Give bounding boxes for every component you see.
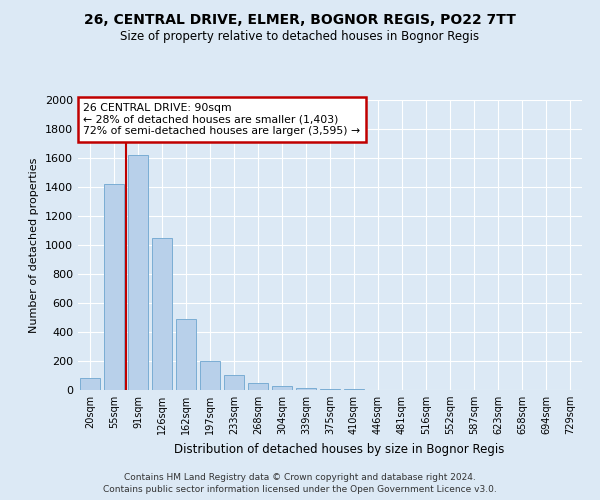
Text: 26 CENTRAL DRIVE: 90sqm
← 28% of detached houses are smaller (1,403)
72% of semi: 26 CENTRAL DRIVE: 90sqm ← 28% of detache…: [83, 103, 360, 136]
Bar: [224, 375, 244, 390]
Bar: [272, 386, 292, 390]
Bar: [128, 155, 148, 390]
Bar: [200, 361, 220, 390]
Text: 26, CENTRAL DRIVE, ELMER, BOGNOR REGIS, PO22 7TT: 26, CENTRAL DRIVE, ELMER, BOGNOR REGIS, …: [84, 12, 516, 26]
Y-axis label: Number of detached properties: Number of detached properties: [29, 158, 40, 332]
Text: Contains public sector information licensed under the Open Government Licence v3: Contains public sector information licen…: [103, 485, 497, 494]
Bar: [104, 184, 124, 390]
Text: Contains HM Land Registry data © Crown copyright and database right 2024.: Contains HM Land Registry data © Crown c…: [124, 472, 476, 482]
Bar: [320, 389, 340, 390]
Text: Distribution of detached houses by size in Bognor Regis: Distribution of detached houses by size …: [174, 442, 504, 456]
Bar: [296, 388, 316, 390]
Bar: [248, 383, 268, 390]
Bar: [176, 319, 196, 390]
Bar: [80, 378, 100, 390]
Text: Size of property relative to detached houses in Bognor Regis: Size of property relative to detached ho…: [121, 30, 479, 43]
Bar: [152, 238, 172, 390]
